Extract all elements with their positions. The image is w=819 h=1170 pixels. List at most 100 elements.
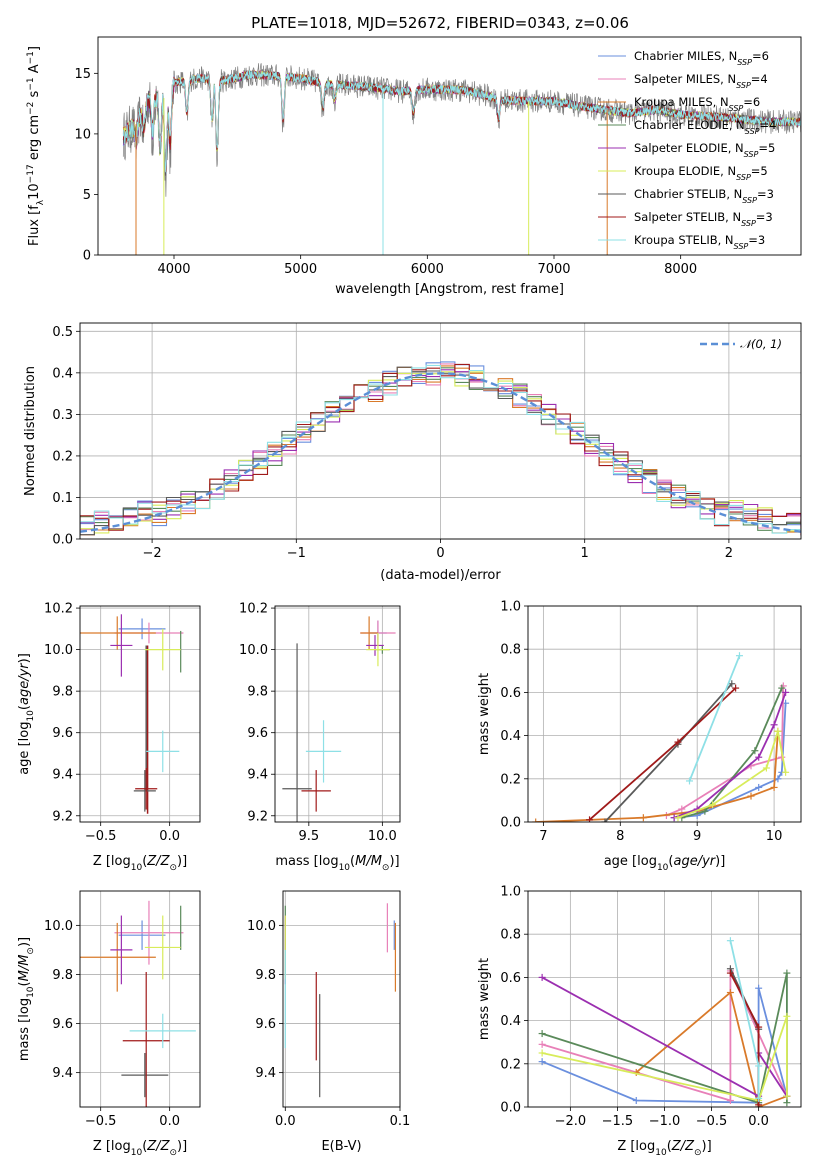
axes-residual-histogram: −2 −1 0 1 2 0.0 0.1 0.2 0.3 0.4 0.5 𝒩(0, 1) (data-mo… [23,322,802,583]
y-axis-label-part: ( [17,981,32,986]
x-tick-label: 7000 [537,262,570,277]
y-axis-label-part: s [27,90,42,101]
x-axis-label-part: )] [389,854,399,869]
x-axis-label: Z [log10(Z/Z⊙)] [617,1139,711,1158]
y-tick-label: 0.6 [500,971,521,986]
x-axis-label: Z [log10(Z/Z⊙)] [93,854,187,873]
x-tick-label: 0.0 [275,1114,296,1129]
x-axis-label-part: Z [log [93,854,131,869]
axes-frame [79,605,201,823]
y-tick-label: 15 [74,67,91,82]
y-tick-label: 0 [83,249,91,264]
x-axis-label-part: )] [177,1139,187,1154]
y-axis-label-part: 10 [27,183,42,200]
x-tick-label: −0.5 [85,1114,117,1129]
x-axis-label-part: 10 [655,1148,667,1158]
histogram-step-line [80,364,801,536]
y-axis-label-part: erg cm [27,115,42,164]
x-tick-label: −1 [287,546,306,561]
mass-weight-series-line [535,731,779,822]
axes-frame [282,890,401,1108]
x-axis-label-part: mass [log [275,854,338,869]
y-tick-label: 1.0 [500,600,521,615]
y-axis-label: mass weight [477,958,492,1040]
x-axis-label-part: )] [177,854,187,869]
x-axis-label-part: age/yr [673,854,716,869]
x-axis-label-part: 10 [339,863,351,873]
axes-mass-vs-ebv: 0.0 0.1 9.4 9.6 9.8 10.0 E(B-V) [247,890,411,1154]
x-axis-label-part: )] [702,1139,712,1154]
legend-entry-label: Chabrier ELODIE, N [634,118,745,132]
legend-entry-sub: SSP [741,219,756,228]
normal-reference-line [80,372,801,533]
x-tick-label: 0.0 [159,1114,180,1129]
y-axis-label-part: mass weight [477,673,492,755]
legend-entry-label: Kroupa STELIB, N [634,233,734,247]
legend-entry-label: Salpeter STELIB, N [634,210,741,224]
y-axis-label-part: 10 [26,710,36,722]
x-axis-label-part: 10 [131,863,143,873]
legend-entry-label: Salpeter ELODIE, N [634,141,744,155]
y-tick-label: 10.0 [44,919,73,934]
x-axis-label-part: )] [715,854,725,869]
x-axis-label-part: Z/Z [671,1139,695,1154]
x-tick-label: 0.0 [159,829,180,844]
y-axis-label-part: mass [log [17,998,32,1061]
y-tick-label: 9.2 [52,809,73,824]
x-axis-label: E(B-V) [321,1139,361,1154]
y-tick-label: 9.6 [52,726,73,741]
x-axis-label-part: ( [668,854,673,869]
x-tick-label: −2.0 [555,1114,587,1129]
legend-entry-sub: SSP [736,81,751,90]
y-tick-label: 0.3 [52,408,73,423]
legend-entry-sub: SSP [745,127,760,136]
y-tick-label: 9.8 [52,685,73,700]
x-tick-label: 2 [725,546,733,561]
legend-entry: Kroupa ELODIE, NSSP=5 [634,164,768,182]
axes-age-vs-mass: 9.5 10.0 9.2 9.4 9.6 9.8 10.0 10.2 mass [log10(M… [239,602,401,873]
x-tick-label: 0.1 [390,1114,411,1129]
mass-weight-series-line [635,990,788,1107]
legend-entry-count: =6 [752,49,769,63]
x-axis-label-part: M/M [355,854,382,869]
y-tick-label: 9.2 [247,809,268,824]
y-tick-label: 0.8 [500,928,521,943]
figure-title: PLATE=1018, MJD=52672, FIBERID=0343, z=0… [251,14,629,32]
mass-weight-series-line [688,655,741,782]
legend-entry-sub: SSP [734,242,749,251]
y-axis-label-part: )] [17,937,32,947]
legend-entry-label: Kroupa MILES, N [634,95,729,109]
plot-area [284,903,397,1098]
plot-area [532,652,790,822]
x-axis-label: age [log10(age/yr)] [604,854,726,873]
x-axis-label-part: ⊙ [169,863,177,873]
mass-weight-series-line [729,972,760,1105]
x-tick-label: −0.5 [696,1114,728,1129]
y-axis-label-part: −2 [26,102,36,115]
x-axis-label-part: Z/Z [146,1139,170,1154]
x-tick-label: 0.0 [748,1114,769,1129]
y-tick-label: 9.6 [247,726,268,741]
y-tick-label: 5 [83,188,91,203]
y-tick-label: 0.0 [500,816,521,831]
legend-entry: Salpeter STELIB, NSSP=3 [634,210,773,228]
legend-entry: Salpeter MILES, NSSP=4 [634,72,768,90]
x-tick-label: 8000 [664,262,697,277]
y-tick-label: 9.4 [52,768,73,783]
legend-entry-sub: SSP [736,173,751,182]
x-axis-label-part: 10 [657,863,669,873]
legend-entry-count: =4 [751,72,768,86]
y-tick-label: 9.8 [255,968,276,983]
y-tick-label: 9.4 [255,1066,276,1081]
y-axis-label-part: −1 [26,77,36,90]
axes-frame [274,605,401,823]
x-tick-label: 7 [539,829,547,844]
y-tick-label: 0.2 [500,772,521,787]
y-axis-label-part: ( [17,705,32,710]
axes-mass-weight-vs-Z: −2.0 −1.5 −1.0 −0.5 0.0 0.0 0.2 0.4 0.6 0.8 1.0 Z [… [477,885,802,1158]
x-axis-label-part: 10 [131,1148,143,1158]
legend-entry: Salpeter ELODIE, NSSP=5 [634,141,775,159]
